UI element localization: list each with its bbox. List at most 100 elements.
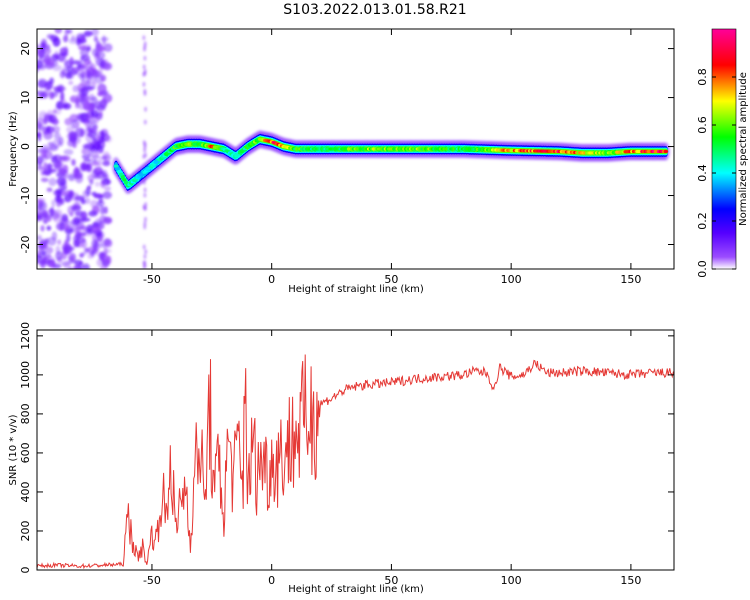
speckle-mark (142, 244, 146, 250)
snr-x-ticks: -50 0 50 100 150 (143, 330, 641, 587)
speckle-mark (142, 264, 146, 269)
speckle-mark (37, 202, 44, 212)
speckle-mark (52, 154, 62, 162)
spectrogram-y-tick-label: -10 (19, 187, 32, 205)
speckle-mark (86, 85, 96, 90)
snr-x-tick-label: 150 (620, 574, 641, 587)
speckle-mark (99, 215, 108, 223)
speckle-mark (79, 162, 88, 172)
speckle-mark (49, 92, 55, 100)
speckle-mark (71, 66, 81, 73)
speckle-mark (63, 246, 70, 255)
speckle-mark (84, 248, 90, 253)
colorbar-gradient (711, 28, 737, 270)
speckle-mark (37, 60, 44, 69)
colorbar-label: Normalized spectral amplitude (738, 72, 749, 226)
spectrogram-x-tick-label: 100 (501, 273, 522, 286)
speckle-mark (85, 149, 91, 157)
speckle-mark (143, 46, 147, 52)
speckle-mark (82, 263, 90, 269)
speckle-mark (54, 29, 63, 34)
spectrogram-x-tick-label: 150 (620, 273, 641, 286)
speckle-mark (84, 197, 91, 205)
speckle-mark (80, 225, 89, 231)
speckle-mark (105, 135, 112, 143)
speckle-mark (87, 174, 95, 182)
speckle-mark (75, 263, 80, 269)
speckle-mark (93, 193, 104, 199)
speckle-mark (75, 127, 85, 138)
speckle-mark (86, 61, 94, 69)
speckle-mark (143, 119, 147, 125)
speckle-mark (52, 162, 63, 168)
speckle-mark (82, 190, 90, 198)
ridge-mark (113, 164, 119, 168)
speckle-mark (63, 35, 69, 43)
speckle-mark (68, 191, 73, 199)
speckle-mark (100, 205, 105, 216)
speckle-mark (142, 35, 146, 41)
speckle-mark (102, 93, 113, 103)
speckle-mark (63, 102, 72, 110)
snr-frame (36, 329, 675, 571)
speckle-mark (72, 85, 79, 93)
chart-title: S103.2022.013.01.58.R21 (283, 2, 467, 18)
speckle-mark (89, 67, 97, 77)
speckle-mark (143, 205, 147, 211)
speckle-mark (86, 224, 93, 232)
speckle-mark (61, 213, 69, 221)
speckle-mark (80, 211, 88, 220)
speckle-mark (46, 187, 53, 192)
speckle-mark (92, 137, 97, 143)
speckle-mark (98, 111, 103, 117)
speckle-mark (143, 192, 147, 198)
speckle-mark (144, 201, 148, 207)
speckle-mark (143, 254, 147, 260)
speckle-mark (97, 83, 107, 94)
speckle-mark (41, 257, 51, 265)
speckle-mark (102, 160, 111, 167)
ridge-mark (115, 167, 120, 171)
speckle-mark (57, 239, 62, 245)
speckle-mark (86, 124, 91, 132)
speckle-mark (102, 62, 113, 71)
speckle-mark (91, 29, 99, 37)
speckle-mark (84, 31, 93, 37)
snr-y-tick-label: 200 (19, 520, 32, 541)
ridge-mark (117, 170, 122, 174)
snr-marks (37, 354, 674, 570)
speckle-mark (67, 253, 76, 260)
speckle-mark (104, 186, 111, 192)
speckle-mark (90, 152, 99, 158)
spectrogram-frame (36, 28, 675, 270)
speckle-mark (51, 199, 56, 208)
speckle-mark (82, 144, 90, 150)
speckle-mark (71, 192, 80, 202)
speckle-mark (47, 208, 55, 214)
speckle-mark (143, 55, 147, 61)
speckle-mark (37, 199, 43, 204)
speckle-mark (46, 33, 55, 39)
speckle-mark (71, 35, 76, 41)
speckle-mark (42, 58, 52, 66)
speckle-mark (143, 187, 147, 193)
speckle-mark (70, 119, 80, 130)
speckle-mark (58, 198, 65, 205)
speckle-mark (143, 68, 147, 74)
speckle-mark (100, 180, 106, 189)
speckle-mark (81, 66, 88, 75)
spectrogram-x-ticks: -50 0 50 100 150 (143, 29, 641, 286)
colorbar-tick-label: 0.0 (696, 260, 709, 278)
speckle-mark (79, 48, 89, 57)
speckle-mark (59, 222, 65, 232)
speckle-mark (79, 252, 85, 258)
speckle-mark (104, 238, 113, 248)
speckle-mark (68, 80, 74, 86)
speckle-mark (43, 161, 48, 172)
speckle-mark (52, 263, 62, 269)
speckle-mark (54, 89, 62, 94)
speckle-mark (144, 249, 148, 255)
colorbar-tick-label: 0.6 (696, 116, 709, 134)
speckle-mark (40, 38, 47, 48)
speckle-mark (40, 225, 45, 232)
